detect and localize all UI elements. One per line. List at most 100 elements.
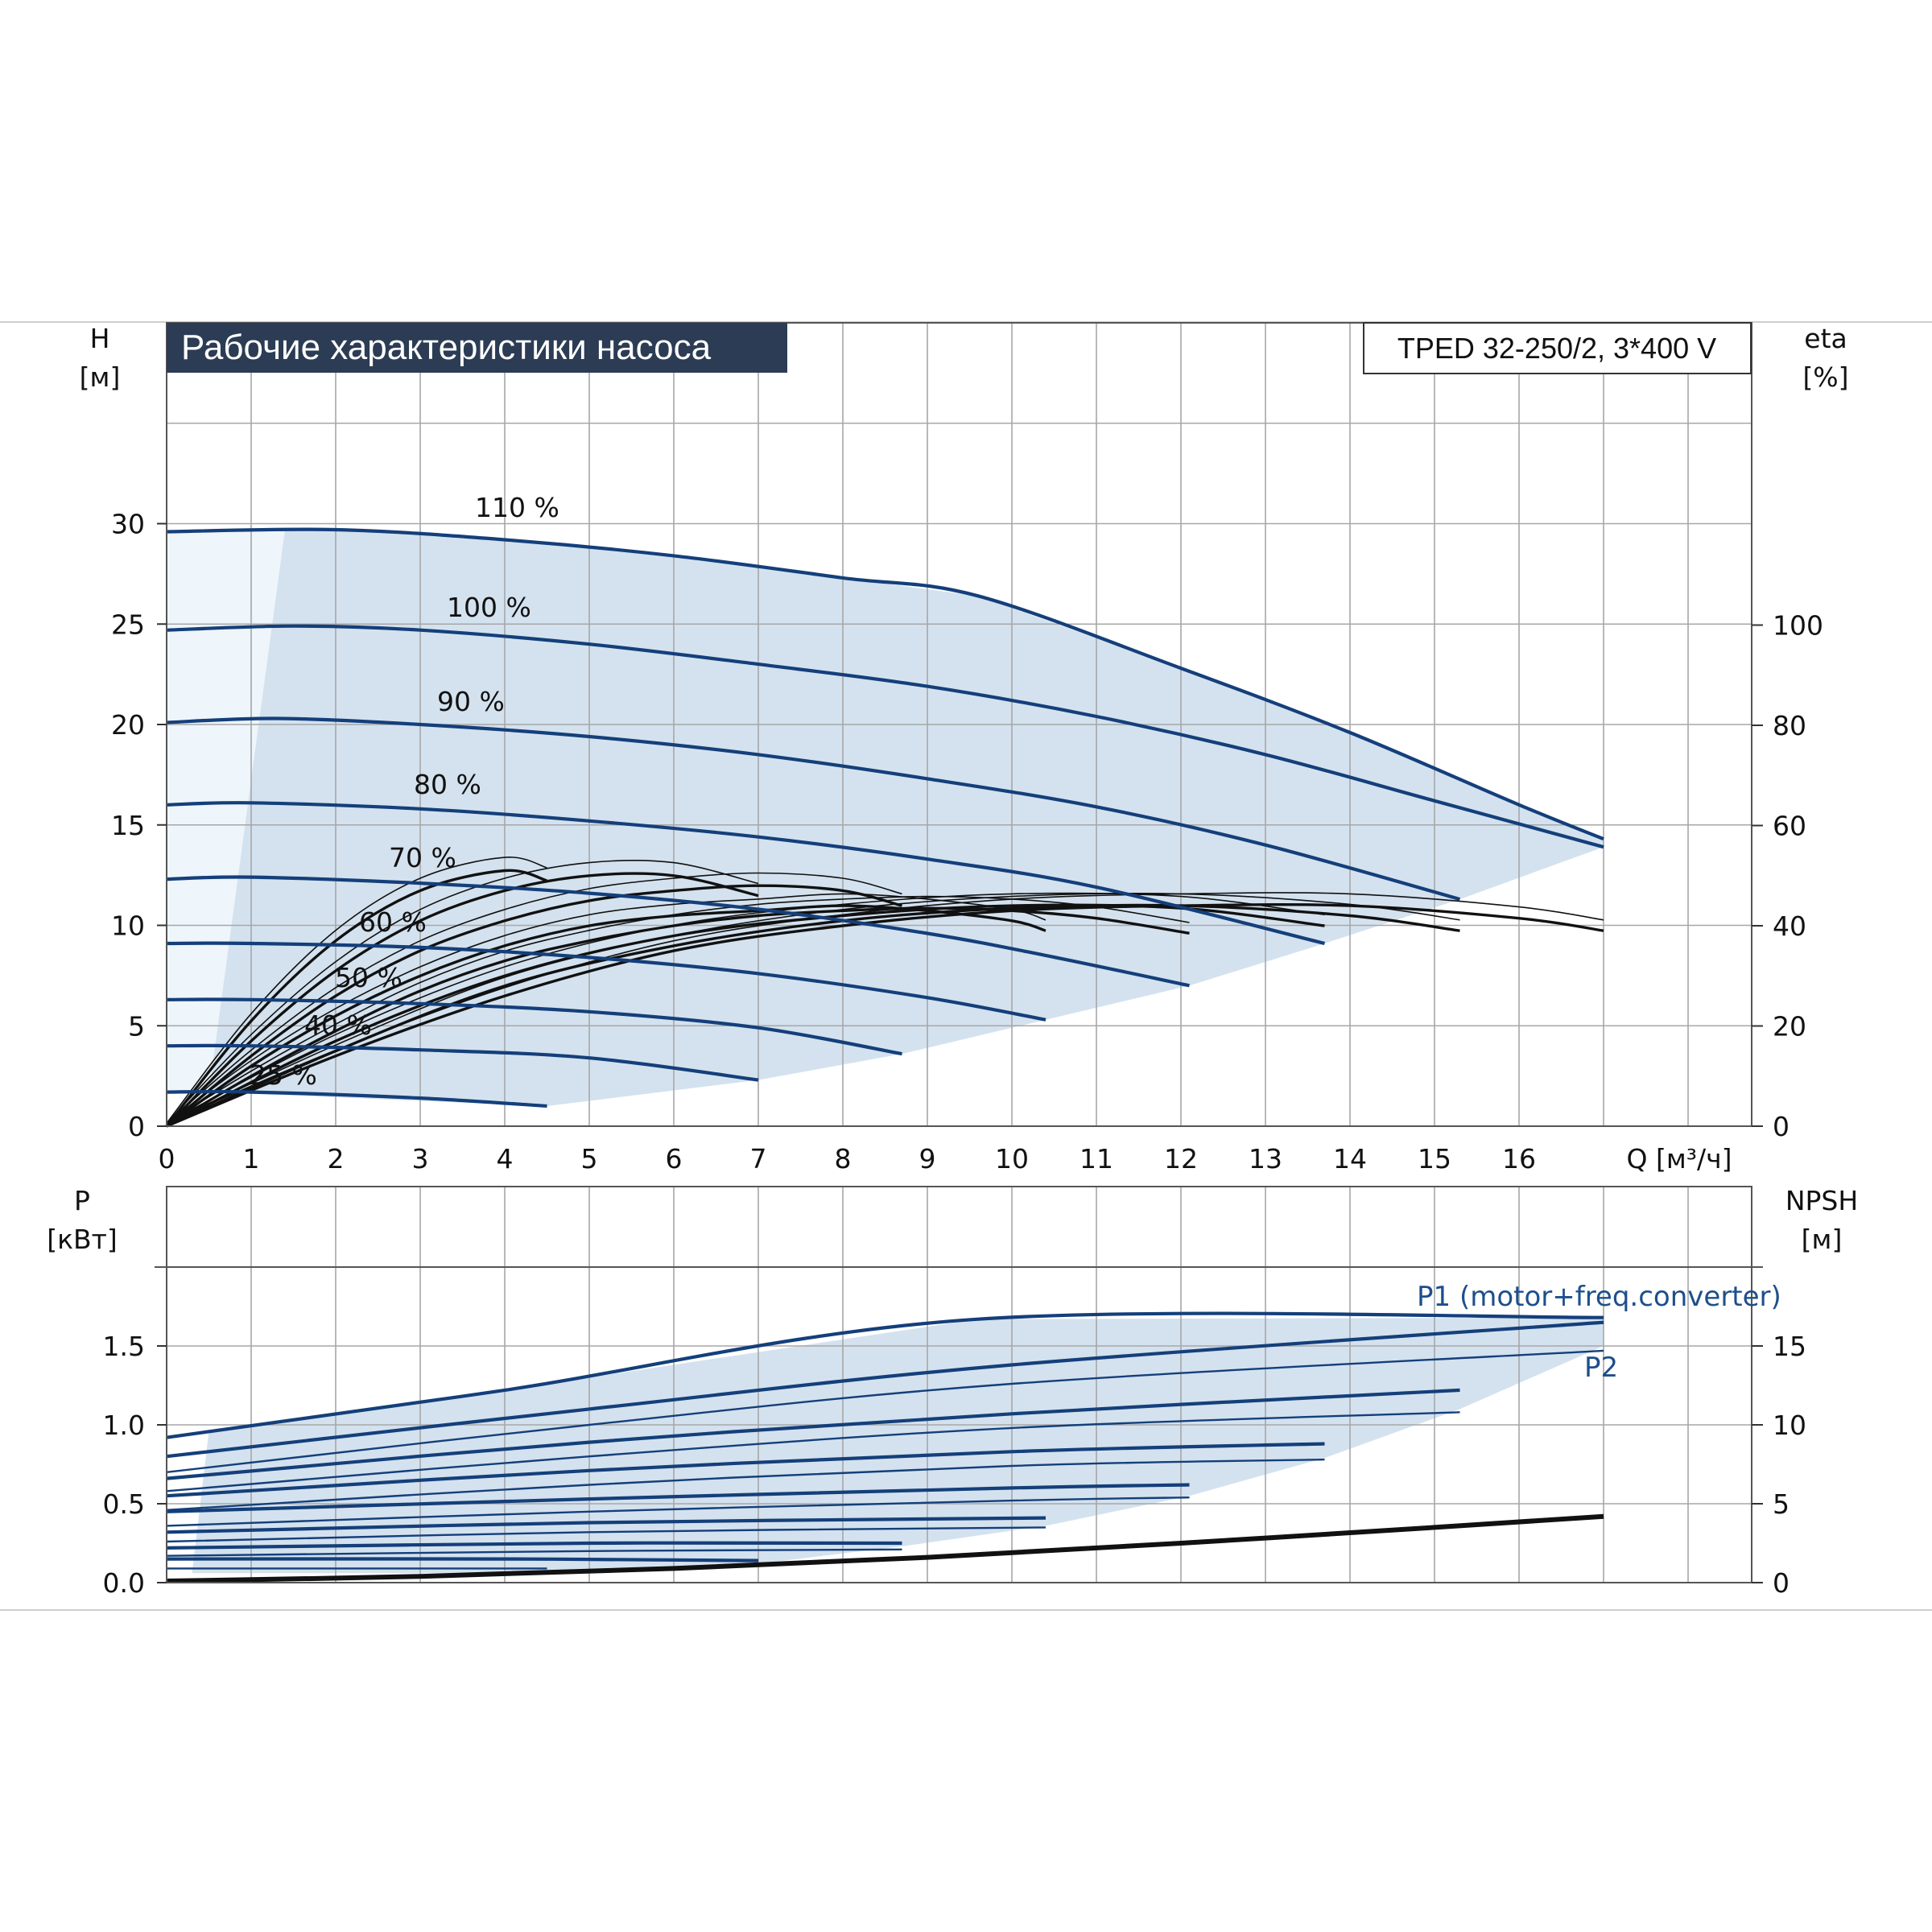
- efficiency-curves: [165, 857, 1604, 1128]
- eta-tick-label: 0: [1773, 1111, 1790, 1142]
- y-tick-label: 5: [128, 1010, 145, 1042]
- eta-tick-label: 40: [1773, 910, 1806, 942]
- head-curves: [166, 527, 1604, 1108]
- p1-curve-6: [166, 1541, 902, 1550]
- speed-label-4: 70 %: [389, 842, 456, 873]
- eta-tick-label: 80: [1773, 710, 1806, 741]
- eta-axis-name: eta: [1804, 323, 1847, 354]
- x-tick-label: 3: [412, 1143, 429, 1174]
- head-curve-50: [166, 997, 902, 1056]
- head-axis-ticks: 0 5 10 15 20 25 30: [111, 509, 167, 1142]
- p1-curve-7: [166, 1557, 759, 1563]
- p-tick-label: 1.5: [103, 1331, 145, 1362]
- p1-curve-5: [166, 1516, 1046, 1534]
- x-tick-label: 8: [835, 1143, 852, 1174]
- p1-curve-4: [166, 1483, 1190, 1513]
- power-axis-name: P: [74, 1185, 90, 1216]
- x-tick-label: 5: [581, 1143, 598, 1174]
- speed-label-0: 110 %: [475, 492, 559, 523]
- efficiency-curve-1: [165, 872, 759, 1128]
- efficiency-curve-7: [166, 902, 1604, 1128]
- p2-curves: [166, 1349, 1604, 1570]
- operating-envelope: [208, 529, 1604, 1107]
- efficiency-curve-thin-3: [166, 893, 1046, 1124]
- y-tick-label: 15: [111, 810, 145, 841]
- speed-label-1: 100 %: [447, 592, 531, 623]
- x-tick-label: 12: [1164, 1143, 1198, 1174]
- p2-curve-4: [166, 1526, 1046, 1543]
- x-tick-label: 10: [995, 1143, 1029, 1174]
- speed-label-5: 60 %: [359, 906, 427, 938]
- npsh-curve: [166, 1513, 1604, 1583]
- title-background: [167, 323, 787, 373]
- speed-label-6: 50 %: [335, 962, 402, 993]
- y-tick-label: 0: [128, 1111, 145, 1142]
- power-envelope: [192, 1317, 1604, 1574]
- efficiency-curve-thin-7: [166, 892, 1604, 1125]
- bottom-panel: 0.0 0.5 1.0 1.5 0 5 10 15 P [кВт] NPSH [м] P1 …: [47, 1185, 1858, 1599]
- x-tick-label: 0: [159, 1143, 175, 1174]
- p1-curves: [166, 1311, 1604, 1563]
- power-axis-ticks: 0.0 0.5 1.0 1.5: [103, 1331, 167, 1599]
- head-curve-40: [166, 1043, 759, 1082]
- x-tick-label: 7: [750, 1143, 767, 1174]
- x-tick-label: 4: [497, 1143, 514, 1174]
- x-tick-label: 1: [243, 1143, 260, 1174]
- y-tick-label: 30: [111, 509, 145, 540]
- head-curve-90: [166, 716, 1461, 902]
- head-curve-70: [166, 875, 1190, 988]
- p2-curve-3: [166, 1496, 1190, 1527]
- p-tick-label: 0.5: [103, 1488, 145, 1520]
- model-box: [1363, 322, 1752, 374]
- model-label: TPED 32-250/2, 3*400 V: [1397, 332, 1716, 365]
- p2-curve-5: [166, 1548, 902, 1557]
- p2-curve-1: [166, 1411, 1460, 1492]
- speed-labels: 110 % 100 % 90 % 80 % 70 % 60 % 50 % 40 % 25 %: [250, 492, 559, 1091]
- eta-tick-label: 60: [1773, 811, 1806, 842]
- p2-label: P2: [1584, 1352, 1618, 1384]
- chart-title: Рабочие характеристики насоса: [181, 328, 712, 367]
- efficiency-curve-thin-2: [166, 872, 902, 1124]
- y-tick-label: 25: [111, 609, 145, 640]
- x-tick-label: 9: [919, 1143, 936, 1174]
- p-tick-label: 1.0: [103, 1410, 145, 1441]
- speed-label-3: 80 %: [414, 769, 481, 800]
- flow-axis-label: Q [м³/ч]: [1627, 1143, 1732, 1174]
- npsh-axis-ticks: 0 5 10 15: [1752, 1331, 1806, 1599]
- head-curve-60: [166, 941, 1046, 1022]
- power-axis-unit: [кВт]: [47, 1224, 118, 1255]
- p2-curve-2: [166, 1458, 1325, 1511]
- head-axis-name: H: [90, 323, 110, 354]
- speed-label-2: 90 %: [437, 686, 505, 717]
- npsh-axis-name: NPSH: [1785, 1185, 1858, 1216]
- x-axis-ticks: 0 1 2 3 4 5 6 7 8 9 10 11 12 13 14 15 16: [159, 1143, 1537, 1174]
- top-panel: 110 % 100 % 90 % 80 % 70 % 60 % 50 % 40 % 25 % 0…: [80, 322, 1849, 1174]
- p1-label: P1 (motor+freq.converter): [1417, 1281, 1781, 1313]
- p1-curve-1: [166, 1320, 1604, 1459]
- eta-axis-ticks: 0 20 40 60 80 100: [1752, 610, 1823, 1142]
- npsh-curve: [166, 1513, 1604, 1583]
- x-tick-label: 16: [1502, 1143, 1536, 1174]
- eta-axis-unit: [%]: [1802, 361, 1848, 393]
- head-axis-unit: [м]: [80, 361, 121, 393]
- npsh-tick-label: 5: [1773, 1488, 1790, 1520]
- efficiency-curve-thin-6: [166, 892, 1460, 1125]
- efficiency-curve-2: [165, 884, 902, 1128]
- x-tick-label: 14: [1333, 1143, 1367, 1174]
- x-tick-label: 2: [328, 1143, 345, 1174]
- npsh-tick-label: 15: [1773, 1331, 1806, 1362]
- eta-tick-label: 100: [1773, 610, 1823, 642]
- x-tick-label: 13: [1249, 1143, 1282, 1174]
- bottom-plot-border: [166, 1186, 1752, 1583]
- x-tick-label: 15: [1418, 1143, 1451, 1174]
- p1-curve-2: [166, 1388, 1460, 1480]
- p1-curve-0: [166, 1311, 1604, 1439]
- speed-label-8: 25 %: [250, 1059, 317, 1091]
- p2-curve-0: [166, 1349, 1604, 1473]
- npsh-tick-label: 0: [1773, 1567, 1790, 1599]
- npsh-tick-label: 10: [1773, 1410, 1806, 1441]
- head-curve-110: [166, 527, 1604, 841]
- head-curve-100: [166, 624, 1604, 849]
- head-curve-25: [166, 1089, 547, 1108]
